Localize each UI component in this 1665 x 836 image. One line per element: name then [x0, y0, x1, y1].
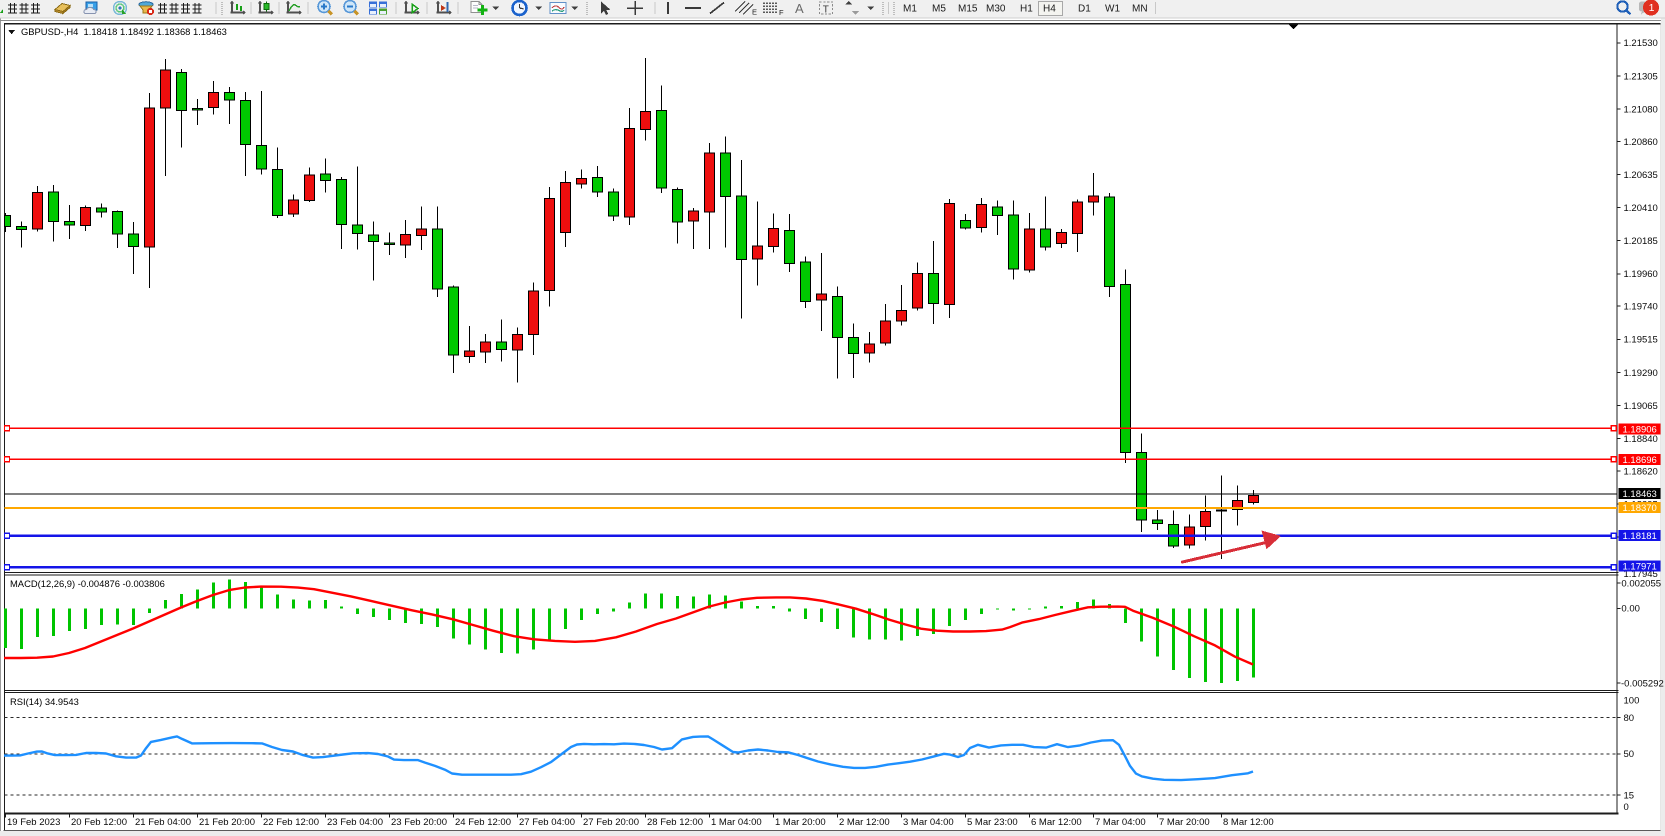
- svg-text:7 Mar 04:00: 7 Mar 04:00: [1095, 817, 1146, 828]
- svg-text:21 Feb 04:00: 21 Feb 04:00: [135, 817, 191, 828]
- svg-text:GBPUSD-,H4 1.18418 1.18492 1.: GBPUSD-,H4 1.18418 1.18492 1.18368 1.184…: [21, 26, 227, 37]
- svg-text:1.18840: 1.18840: [1624, 434, 1658, 445]
- svg-text:1.18463: 1.18463: [1623, 489, 1657, 500]
- svg-text:H4: H4: [1043, 4, 1056, 15]
- svg-text:1.18620: 1.18620: [1624, 466, 1658, 477]
- svg-text:1.19740: 1.19740: [1624, 302, 1658, 313]
- svg-text:1.19960: 1.19960: [1624, 269, 1658, 280]
- svg-text:E: E: [752, 8, 757, 17]
- svg-text:0: 0: [1624, 802, 1629, 813]
- svg-text:1.17945: 1.17945: [1624, 569, 1658, 580]
- svg-text:7 Mar 20:00: 7 Mar 20:00: [1159, 817, 1210, 828]
- svg-text:MN: MN: [1132, 4, 1148, 15]
- svg-text:1.20410: 1.20410: [1624, 203, 1658, 214]
- svg-text:1.21530: 1.21530: [1624, 38, 1658, 49]
- svg-text:M1: M1: [903, 4, 917, 15]
- svg-text:1.19515: 1.19515: [1624, 335, 1658, 346]
- svg-text:1.18181: 1.18181: [1623, 531, 1657, 542]
- svg-text:M15: M15: [958, 4, 978, 15]
- svg-text:F: F: [779, 8, 784, 17]
- svg-text:1.17971: 1.17971: [1623, 562, 1657, 573]
- svg-text:1 Mar 20:00: 1 Mar 20:00: [775, 817, 826, 828]
- svg-text:RSI(14) 34.9543: RSI(14) 34.9543: [10, 696, 79, 707]
- svg-text:1.20860: 1.20860: [1624, 137, 1658, 148]
- svg-text:5 Mar 23:00: 5 Mar 23:00: [967, 817, 1018, 828]
- svg-text:6 Mar 12:00: 6 Mar 12:00: [1031, 817, 1082, 828]
- svg-text:1.18696: 1.18696: [1623, 455, 1657, 466]
- svg-text:2 Mar 12:00: 2 Mar 12:00: [839, 817, 890, 828]
- svg-text:T: T: [823, 4, 829, 15]
- svg-text:1.21080: 1.21080: [1624, 104, 1658, 115]
- svg-text:100: 100: [1624, 695, 1640, 706]
- svg-text:1.18906: 1.18906: [1623, 425, 1657, 436]
- svg-text:1.19065: 1.19065: [1624, 401, 1658, 412]
- svg-text:15: 15: [1624, 790, 1635, 801]
- svg-text:21 Feb 20:00: 21 Feb 20:00: [199, 817, 255, 828]
- svg-text:8 Mar 12:00: 8 Mar 12:00: [1223, 817, 1274, 828]
- svg-text:0.002055: 0.002055: [1621, 579, 1661, 590]
- svg-text:1.20635: 1.20635: [1624, 170, 1658, 181]
- svg-text:3 Mar 04:00: 3 Mar 04:00: [903, 817, 954, 828]
- svg-text:27 Feb 04:00: 27 Feb 04:00: [519, 817, 575, 828]
- svg-text:1: 1: [1649, 2, 1655, 14]
- svg-text:1.20185: 1.20185: [1624, 236, 1658, 247]
- svg-text:-0.005292: -0.005292: [1621, 679, 1664, 690]
- svg-text:H1: H1: [1020, 4, 1033, 15]
- svg-text:MACD(12,26,9) -0.004876 -0.003: MACD(12,26,9) -0.004876 -0.003806: [10, 578, 165, 589]
- svg-text:80: 80: [1624, 713, 1635, 724]
- svg-text:20 Feb 12:00: 20 Feb 12:00: [71, 817, 127, 828]
- svg-text:1.18370: 1.18370: [1623, 503, 1657, 514]
- svg-text:24 Feb 12:00: 24 Feb 12:00: [455, 817, 511, 828]
- svg-text:50: 50: [1624, 749, 1635, 760]
- svg-text:22 Feb 12:00: 22 Feb 12:00: [263, 817, 319, 828]
- svg-text:19 Feb 2023: 19 Feb 2023: [7, 817, 60, 828]
- svg-text:1.21305: 1.21305: [1624, 71, 1658, 82]
- svg-text:23 Feb 20:00: 23 Feb 20:00: [391, 817, 447, 828]
- svg-text:28 Feb 12:00: 28 Feb 12:00: [647, 817, 703, 828]
- svg-text:W1: W1: [1105, 4, 1120, 15]
- svg-text:1 Mar 04:00: 1 Mar 04:00: [711, 817, 762, 828]
- svg-text:23 Feb 04:00: 23 Feb 04:00: [327, 817, 383, 828]
- svg-text:M5: M5: [932, 4, 946, 15]
- svg-text:0.00: 0.00: [1621, 604, 1640, 615]
- svg-text:27 Feb 20:00: 27 Feb 20:00: [583, 817, 639, 828]
- svg-text:M30: M30: [986, 4, 1006, 15]
- svg-text:1.19290: 1.19290: [1624, 368, 1658, 379]
- svg-text:A: A: [795, 1, 804, 16]
- svg-text:D1: D1: [1078, 4, 1091, 15]
